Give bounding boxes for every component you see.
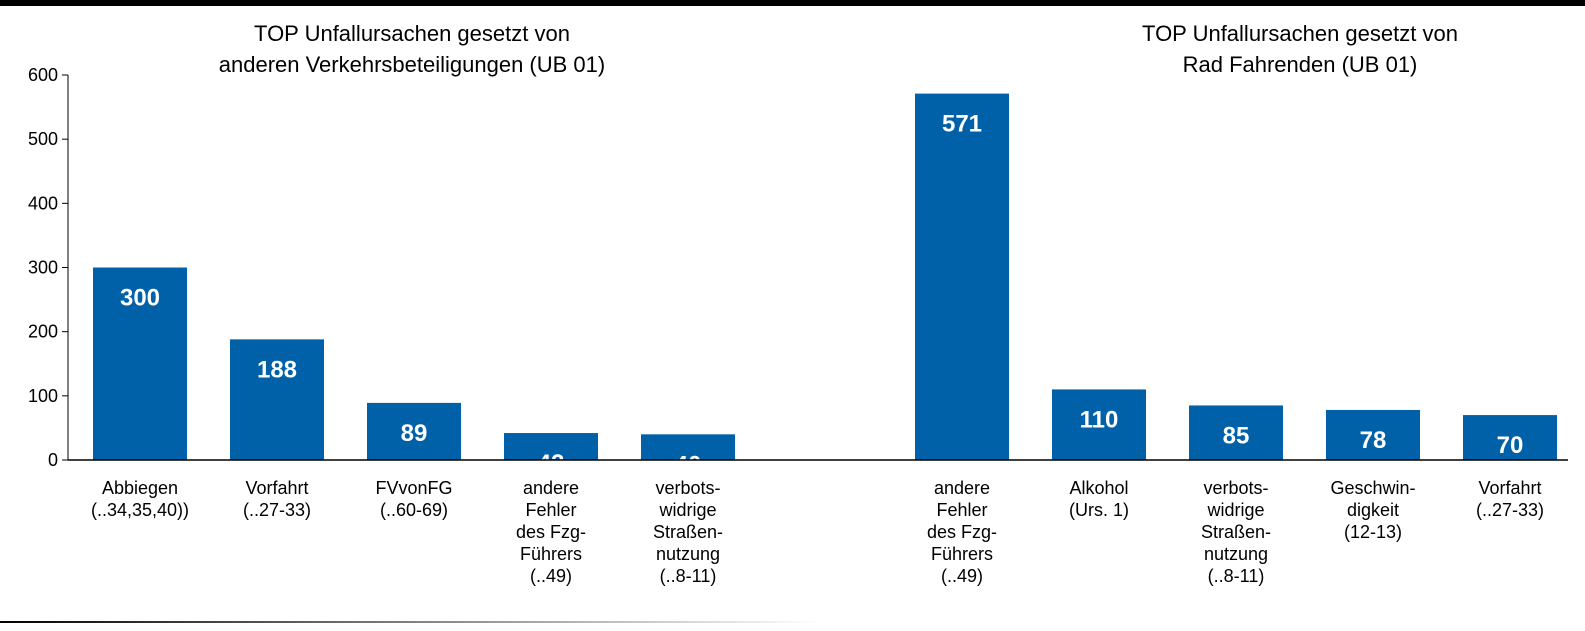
bar: [1189, 405, 1283, 460]
bar: [915, 93, 1009, 460]
value-label: 188: [257, 356, 297, 383]
x-tick-label: verbots- widrige Straßen- nutzung (..8-1…: [1200, 478, 1272, 586]
x-tick-label: verbots- widrige Straßen- nutzung (..8-1…: [652, 478, 724, 586]
bar: [1052, 389, 1146, 460]
x-tick-label: Vorfahrt (..27-33): [242, 478, 312, 520]
x-tick-label: Vorfahrt (..27-33): [1475, 478, 1545, 520]
bar: [1326, 409, 1420, 460]
bar: [367, 402, 461, 460]
bar: [1463, 415, 1557, 460]
bar: [93, 267, 187, 460]
baseline-mask: [68, 460, 1585, 472]
bar: [230, 339, 324, 460]
value-label: 89: [401, 420, 428, 447]
y-tick-label: 200: [28, 322, 58, 342]
bottom-rule: [0, 621, 820, 623]
x-tick-label: andere Fehler des Fzg- Führers (..49): [926, 478, 998, 586]
value-label: 78: [1360, 427, 1387, 454]
value-label: 85: [1223, 422, 1250, 449]
bar: [641, 434, 735, 460]
x-tick-label: andere Fehler des Fzg- Führers (..49): [515, 478, 587, 586]
value-label: 70: [1497, 432, 1524, 459]
chart-title: TOP Unfallursachen gesetzt von anderen V…: [218, 21, 606, 77]
y-tick-label: 300: [28, 258, 58, 278]
x-tick-label: Abbiegen (..34,35,40)): [90, 478, 190, 520]
chart-title: TOP Unfallursachen gesetzt von Rad Fahre…: [1142, 21, 1458, 77]
top-rule: [0, 0, 1585, 6]
x-tick-label: Alkohol (Urs. 1): [1069, 478, 1129, 520]
x-tick-label: FVvonFG (..60-69): [375, 478, 453, 520]
y-tick-label: 500: [28, 129, 58, 149]
value-label: 571: [942, 111, 982, 138]
x-tick-label: Geschwin- digkeit (12-13): [1330, 478, 1416, 542]
value-label: 300: [120, 285, 160, 312]
y-tick-label: 100: [28, 386, 58, 406]
value-label: 110: [1080, 406, 1119, 433]
y-tick-label: 400: [28, 193, 58, 213]
y-tick-label: 600: [28, 65, 58, 85]
bar: [504, 433, 598, 460]
y-tick-label: 0: [48, 450, 58, 470]
